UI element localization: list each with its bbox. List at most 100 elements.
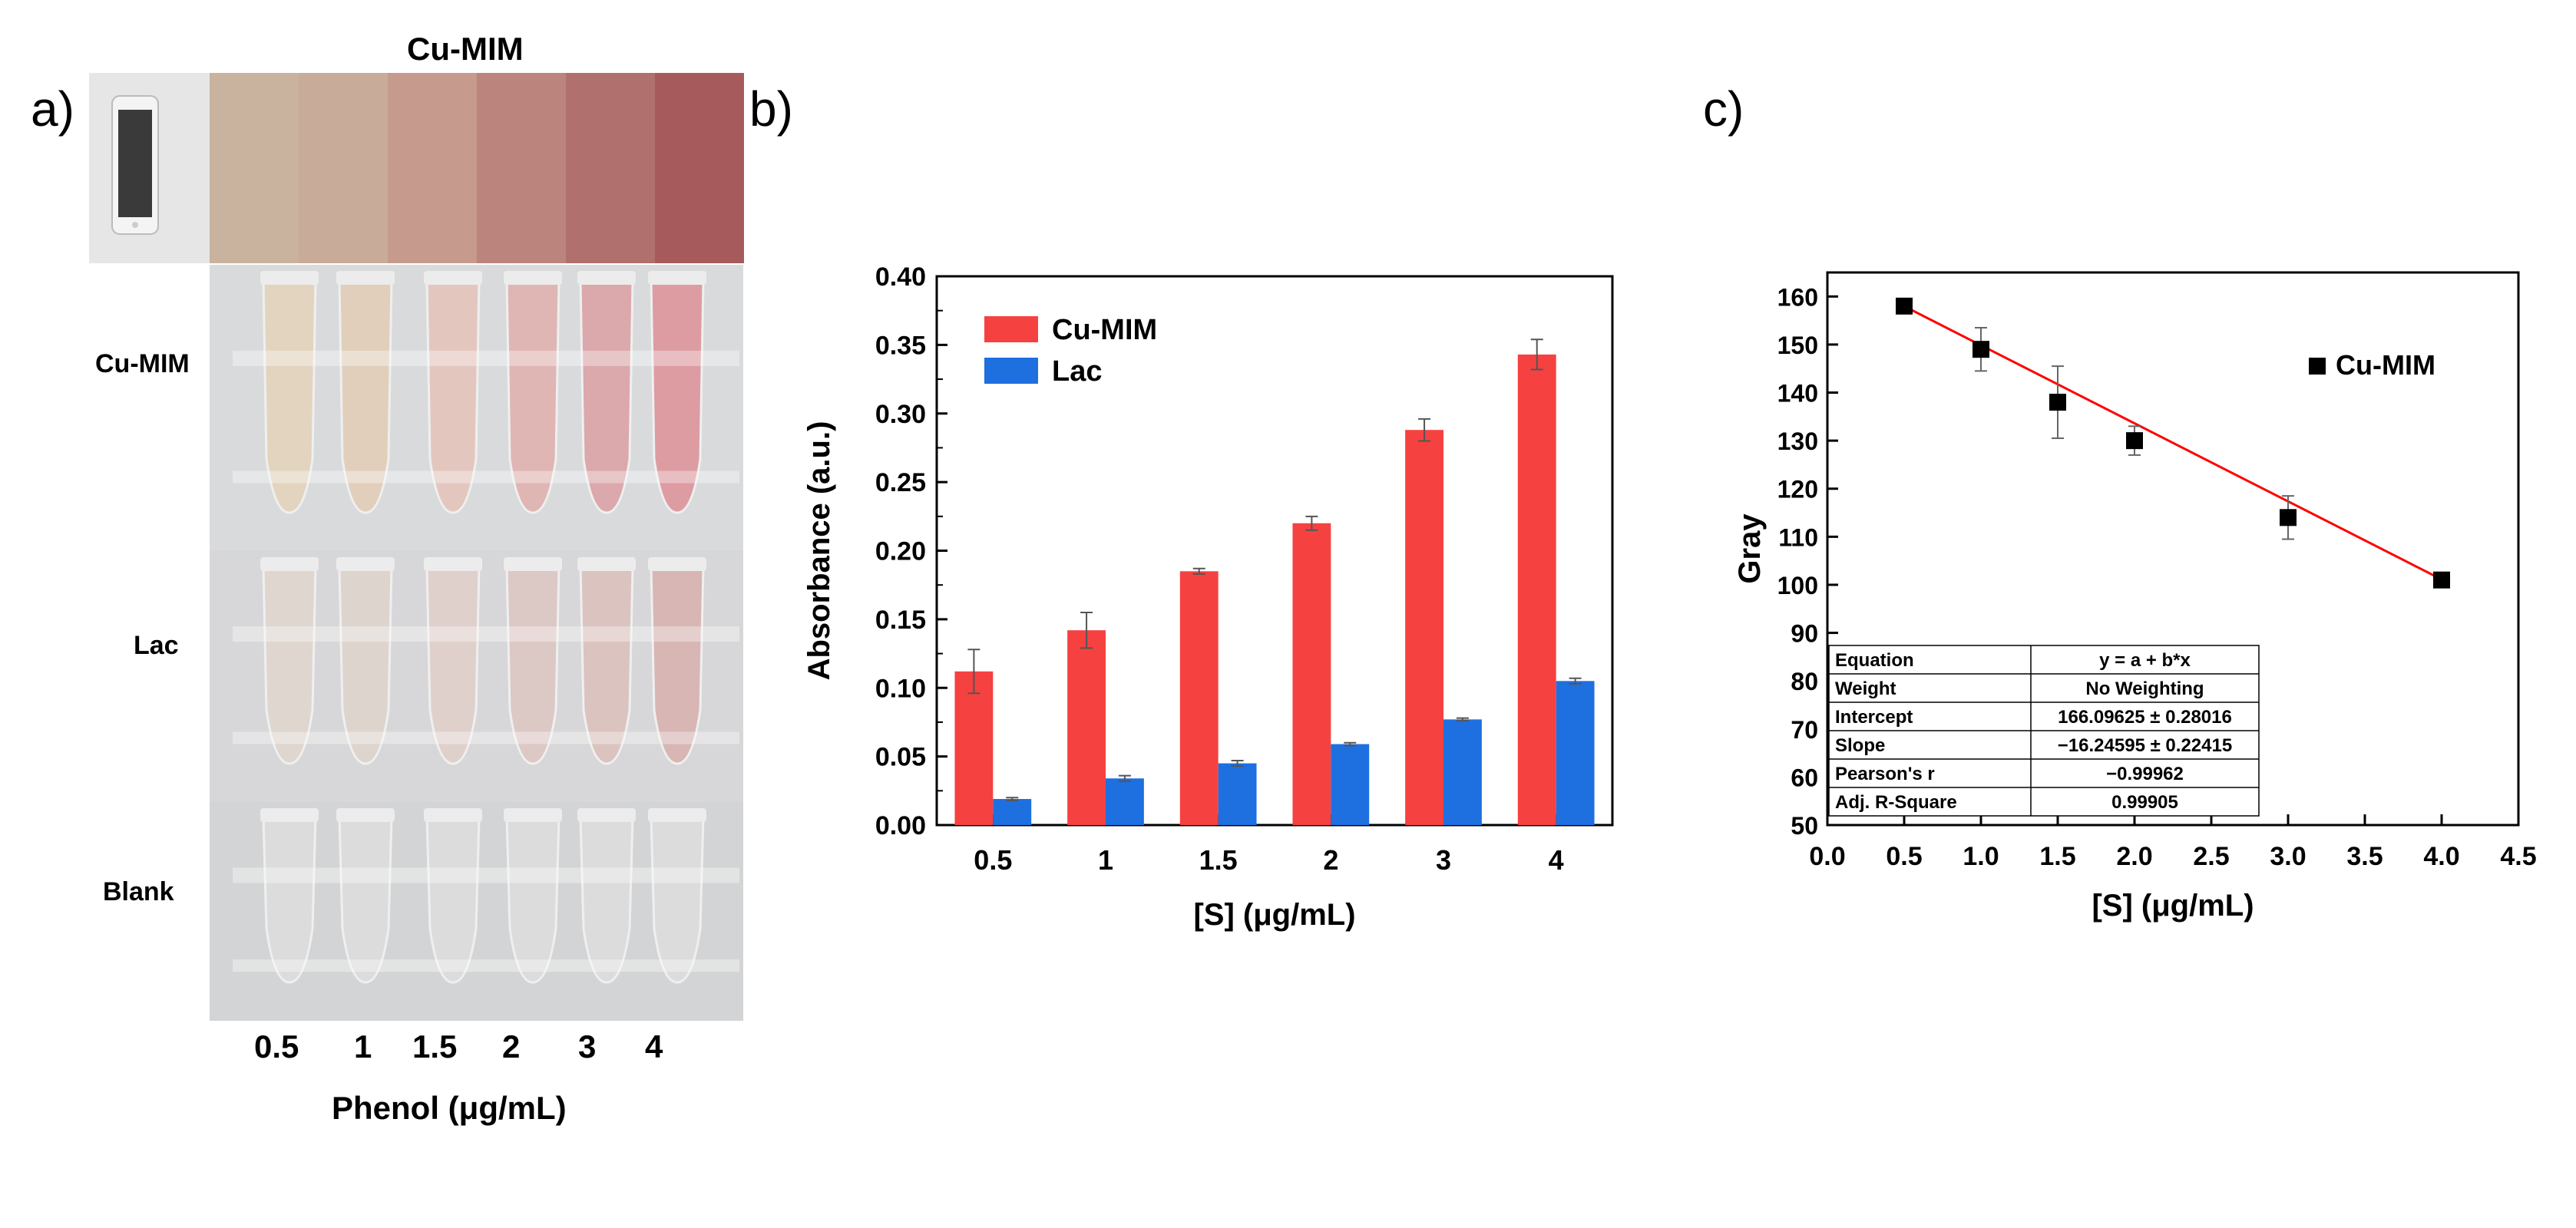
bar [1067,630,1106,825]
x-axis-label: [S] (μg/mL) [1193,898,1355,932]
concentration-label: 1.5 [412,1028,458,1065]
color-swatch [388,73,477,263]
tube-rack-blank [210,802,743,1021]
fit-table-value: 166.09625 ± 0.28016 [2058,707,2232,728]
y-tick-label: 0.25 [875,468,926,497]
x-tick-label: 1.5 [2039,842,2075,871]
fit-line [1903,305,2442,581]
color-swatch [210,73,299,263]
y-tick-label: 0.05 [875,743,926,772]
tube [338,279,393,514]
tube-cap [648,557,706,571]
y-tick-label: 0.30 [875,400,926,429]
tube-rack-cu-mim [210,265,743,551]
phone-image [89,73,210,263]
x-tick-label: 4.0 [2423,842,2459,871]
tube [262,816,317,984]
y-tick-label: 130 [1777,427,1818,455]
legend-swatch [984,358,1038,384]
y-tick-label: 0.15 [875,606,926,635]
color-swatch [655,73,744,263]
tube [338,565,393,765]
fit-table-value: −16.24595 ± 0.22415 [2058,735,2232,756]
tube [505,565,561,765]
tube [425,279,481,514]
x-tick-label: 2.0 [2116,842,2152,871]
y-tick-label: 60 [1791,764,1818,791]
y-tick-label: 0.10 [875,674,926,703]
bar-chart: 0.00 0.05 0.10 0.15 0.20 0.25 0.30 0.35 0.40 0.5 1… [802,262,1614,932]
tube-cap [577,557,636,571]
data-point [1973,341,1989,358]
x-tick-label: 3.0 [2270,842,2306,871]
fit-table-key: Slope [1835,735,1885,756]
x-tick-label: 0.5 [1886,842,1922,871]
tube-cap [424,557,482,571]
bar [1218,763,1257,825]
data-point [2049,394,2066,411]
data-point [2433,571,2450,589]
row-label: Cu-MIM [95,349,190,378]
bar [1106,778,1144,825]
concentration-label: 4 [645,1028,663,1065]
y-tick-label: 120 [1777,476,1818,503]
tube-cap [648,808,706,822]
y-tick-label: 110 [1778,523,1818,551]
rack-bar [233,626,739,642]
tube-cap [260,271,319,285]
tube [338,816,393,984]
tube-cap [424,271,482,285]
row-label: Blank [103,877,174,906]
tube-cap [504,557,562,571]
panel-b-letter: b) [749,81,793,137]
rack-bar [233,350,739,366]
tube [505,279,561,514]
panel-a-letter: a) [31,81,74,137]
y-tick-label: 80 [1791,668,1818,695]
fit-table-key: Equation [1835,650,1914,671]
tube-cap [336,808,395,822]
fit-table-value: No Weighting [2085,678,2204,699]
fit-table-value: −0.99962 [2106,764,2184,784]
data-point [2126,432,2143,450]
color-swatch [477,73,566,263]
bar [993,799,1032,825]
legend-marker [2309,358,2326,375]
tube-cap [336,557,395,571]
x-tick-label: 1.0 [1963,842,1999,871]
rack-bar [233,731,739,744]
y-axis-label: Gray [1733,513,1767,584]
x-tick-label: 1 [1098,844,1113,876]
x-tick-label: 0.0 [1809,842,1845,871]
bar [954,671,994,825]
tube [505,816,561,984]
data-point [1896,297,1913,315]
panel-c-letter: c) [1703,81,1744,137]
concentration-label: 2 [502,1028,521,1065]
smartphone-icon [111,95,159,235]
tube-cap [577,808,636,822]
tube [650,816,705,984]
bar [1292,523,1331,825]
plot-frame [1826,271,2520,827]
tube-cap [577,271,636,285]
tube-cap [336,271,395,285]
legend-label: Cu-MIM [1052,314,1157,346]
color-swatch [566,73,655,263]
y-tick-label: 0.00 [875,811,926,840]
y-tick-label: 70 [1791,716,1818,744]
tube-cap [260,808,319,822]
x-tick-label: 2.5 [2193,842,2229,871]
tube [650,279,705,514]
y-tick-label: 160 [1777,283,1818,311]
y-axis-label: Absorbance (a.u.) [802,421,836,681]
tube-cap [424,808,482,822]
rack-bar [233,959,739,972]
tube [425,816,481,984]
bar [1179,571,1219,825]
fit-table-key: Intercept [1835,707,1913,728]
x-tick-label: 0.5 [974,844,1012,876]
concentration-label: 3 [578,1028,597,1065]
tube [262,279,317,514]
y-tick-label: 0.35 [875,331,926,360]
